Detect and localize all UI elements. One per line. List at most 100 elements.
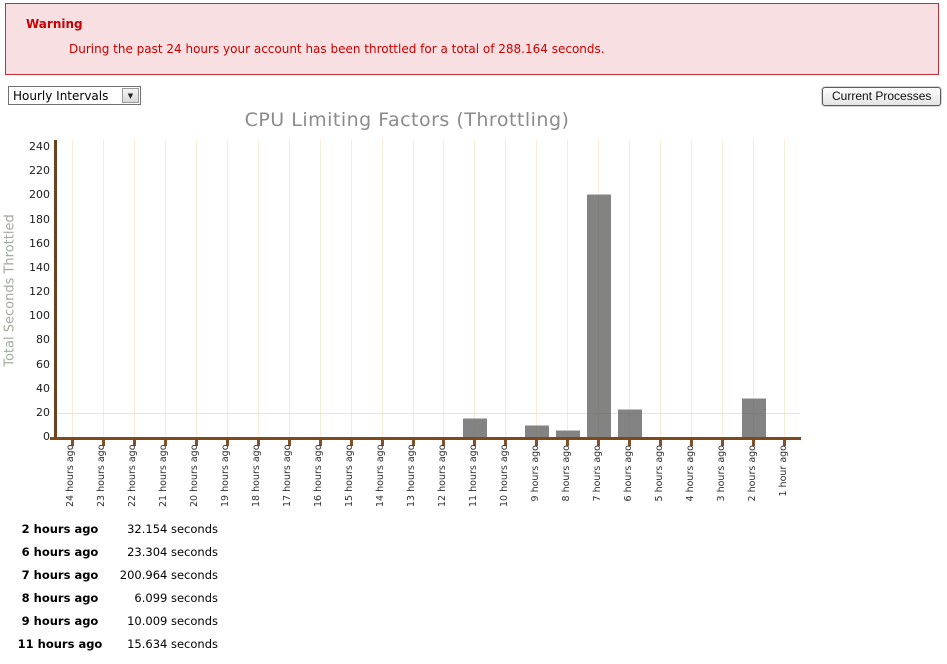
v-gridline bbox=[381, 140, 383, 437]
v-gridline bbox=[71, 140, 73, 437]
dropdown-arrow-icon[interactable]: ▼ bbox=[122, 88, 139, 103]
v-gridline bbox=[102, 140, 104, 437]
x-tick-label: 7 hours ago bbox=[591, 445, 603, 502]
x-tick-label: 20 hours ago bbox=[189, 444, 201, 507]
v-gridline bbox=[536, 140, 538, 437]
x-tick-mark bbox=[163, 440, 167, 446]
v-gridline bbox=[505, 140, 507, 437]
row-seconds-value: 10.009 seconds bbox=[127, 614, 218, 628]
v-gridline bbox=[784, 140, 786, 437]
x-tick-mark bbox=[473, 440, 477, 446]
x-tick-mark bbox=[349, 440, 353, 446]
v-gridline bbox=[133, 140, 135, 437]
x-tick-mark bbox=[752, 440, 756, 446]
x-tick-label: 10 hours ago bbox=[498, 444, 510, 507]
x-tick-mark bbox=[256, 440, 260, 446]
v-gridline bbox=[226, 140, 228, 437]
y-tick-label: 160 bbox=[29, 236, 50, 250]
row-interval-label: 7 hours ago bbox=[21, 568, 99, 582]
bar bbox=[617, 408, 642, 437]
bar bbox=[462, 418, 487, 437]
row-interval-label: 11 hours ago bbox=[17, 637, 103, 651]
x-tick-mark bbox=[597, 440, 601, 446]
y-tick-label: 60 bbox=[36, 357, 50, 371]
x-tick-label: 23 hours ago bbox=[96, 444, 108, 507]
x-tick-label: 24 hours ago bbox=[65, 444, 77, 507]
v-gridline bbox=[443, 140, 445, 437]
x-tick-label: 15 hours ago bbox=[344, 444, 356, 507]
x-tick-label: 12 hours ago bbox=[436, 444, 448, 507]
x-tick-mark bbox=[783, 440, 787, 446]
x-tick-mark bbox=[535, 440, 539, 446]
bar bbox=[555, 429, 580, 437]
x-tick-label: 4 hours ago bbox=[684, 445, 696, 502]
v-gridline bbox=[319, 140, 321, 437]
x-tick-label: 3 hours ago bbox=[715, 445, 727, 502]
warning-banner: Warning During the past 24 hours your ac… bbox=[5, 3, 939, 75]
v-gridline bbox=[195, 140, 197, 437]
x-tick-label: 2 hours ago bbox=[746, 445, 758, 502]
y-tick-label: 20 bbox=[36, 405, 50, 419]
v-gridline bbox=[722, 140, 724, 437]
x-tick-label: 16 hours ago bbox=[313, 444, 325, 507]
row-seconds-value: 6.099 seconds bbox=[134, 591, 218, 605]
y-tick-label: 240 bbox=[29, 140, 50, 153]
v-gridline bbox=[660, 140, 662, 437]
x-tick-label: 8 hours ago bbox=[560, 445, 572, 502]
x-tick-mark bbox=[132, 440, 136, 446]
x-axis-line bbox=[50, 437, 801, 440]
row-seconds-value: 23.304 seconds bbox=[127, 545, 218, 559]
row-seconds-value: 15.634 seconds bbox=[127, 637, 218, 651]
x-tick-mark bbox=[70, 440, 74, 446]
x-tick-label: 11 hours ago bbox=[467, 444, 479, 507]
x-tick-label: 5 hours ago bbox=[653, 445, 665, 502]
x-tick-mark bbox=[566, 440, 570, 446]
row-interval-label: 8 hours ago bbox=[21, 591, 99, 605]
row-interval-label: 2 hours ago bbox=[21, 522, 99, 536]
bar bbox=[741, 398, 766, 437]
x-tick-label: 9 hours ago bbox=[529, 445, 541, 502]
row-seconds-value: 200.964 seconds bbox=[119, 568, 218, 582]
v-gridline bbox=[350, 140, 352, 437]
x-tick-label: 18 hours ago bbox=[251, 444, 263, 507]
x-tick-mark bbox=[721, 440, 725, 446]
x-tick-label: 21 hours ago bbox=[158, 444, 170, 507]
y-tick-label: 0 bbox=[43, 430, 50, 443]
v-gridline bbox=[753, 140, 755, 437]
row-interval-label: 9 hours ago bbox=[21, 614, 99, 628]
v-gridline bbox=[288, 140, 290, 437]
y-tick-label: 80 bbox=[36, 333, 50, 347]
y-tick-label: 140 bbox=[29, 260, 50, 274]
x-tick-label: 1 hour ago bbox=[777, 445, 789, 497]
row-interval-label: 6 hours ago bbox=[21, 545, 99, 559]
x-tick-mark bbox=[690, 440, 694, 446]
y-tick-label: 200 bbox=[29, 188, 50, 202]
x-tick-label: 6 hours ago bbox=[622, 445, 634, 502]
warning-message: During the past 24 hours your account ha… bbox=[69, 42, 605, 56]
x-tick-label: 19 hours ago bbox=[220, 444, 232, 507]
x-tick-mark bbox=[287, 440, 291, 446]
v-gridline bbox=[567, 140, 569, 437]
y-tick-label: 100 bbox=[29, 309, 50, 323]
x-tick-mark bbox=[504, 440, 508, 446]
bar bbox=[586, 194, 611, 437]
x-tick-mark bbox=[318, 440, 322, 446]
current-processes-button[interactable]: Current Processes bbox=[822, 87, 942, 106]
interval-select-value: Hourly Intervals bbox=[13, 89, 109, 103]
h-gridline bbox=[57, 413, 800, 414]
x-tick-mark bbox=[225, 440, 229, 446]
y-axis-line bbox=[54, 140, 57, 440]
x-tick-label: 17 hours ago bbox=[282, 444, 294, 507]
x-tick-mark bbox=[194, 440, 198, 446]
y-tick-label: 120 bbox=[29, 285, 50, 298]
warning-title: Warning bbox=[26, 17, 83, 31]
row-seconds-value: 32.154 seconds bbox=[127, 522, 218, 536]
interval-select[interactable]: Hourly Intervals ▼ bbox=[8, 86, 141, 105]
v-gridline bbox=[412, 140, 414, 437]
v-gridline bbox=[474, 140, 476, 437]
x-tick-mark bbox=[411, 440, 415, 446]
x-tick-label: 14 hours ago bbox=[375, 444, 387, 507]
x-tick-label: 13 hours ago bbox=[406, 444, 418, 507]
x-tick-label: 22 hours ago bbox=[127, 444, 139, 507]
